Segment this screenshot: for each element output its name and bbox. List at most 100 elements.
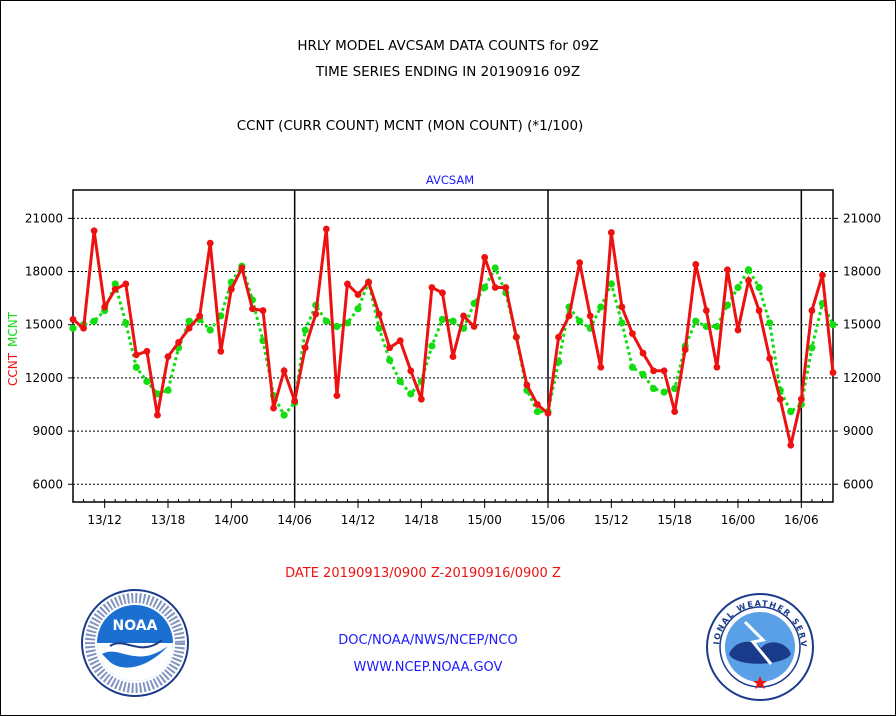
point-mcnt	[280, 411, 288, 419]
y-tick-label-right: 21000	[843, 211, 881, 225]
series-mcnt	[69, 262, 837, 419]
point-ccnt	[502, 284, 510, 291]
point-mcnt	[111, 280, 119, 288]
chart-title: AVCSAM	[426, 173, 474, 187]
x-tick-label: 16/06	[784, 513, 819, 527]
point-ccnt	[692, 261, 700, 268]
point-ccnt	[80, 324, 87, 332]
point-ccnt	[470, 323, 478, 330]
header-title-line2: TIME SERIES ENDING IN 20190916 09Z	[315, 64, 581, 80]
point-mcnt	[206, 326, 214, 334]
point-ccnt	[491, 284, 499, 291]
point-ccnt	[428, 284, 436, 291]
point-mcnt	[428, 342, 436, 350]
x-tick-label: 15/06	[531, 513, 566, 527]
point-ccnt	[354, 291, 362, 298]
point-mcnt	[618, 319, 626, 327]
point-mcnt	[69, 324, 77, 332]
point-mcnt	[375, 324, 383, 332]
point-ccnt	[766, 355, 774, 362]
point-ccnt	[512, 333, 520, 341]
point-ccnt	[797, 395, 805, 403]
y-tick-label-left: 12000	[25, 371, 63, 385]
point-ccnt	[724, 266, 731, 274]
ylabel-mcnt: MCNT	[6, 311, 20, 347]
point-ccnt	[333, 392, 341, 400]
point-mcnt	[438, 315, 447, 324]
header-legend-line: CCNT (CURR COUNT) MCNT (MON COUNT) (*1/1…	[236, 118, 584, 134]
point-ccnt	[702, 307, 710, 314]
y-tick-label-left: 18000	[25, 265, 63, 279]
point-mcnt	[649, 384, 658, 393]
point-ccnt	[650, 367, 657, 375]
point-mcnt	[333, 322, 341, 331]
point-ccnt	[344, 280, 351, 288]
point-ccnt	[417, 395, 425, 403]
point-ccnt	[164, 353, 172, 361]
point-ccnt	[787, 441, 795, 449]
point-ccnt	[301, 344, 309, 352]
axis-layer: 6000 6000 9000 9000 12000 12000 15000 15000 1800…	[25, 189, 881, 527]
point-ccnt	[565, 312, 573, 320]
point-ccnt	[270, 404, 277, 412]
point-ccnt	[396, 337, 404, 345]
point-ccnt	[439, 289, 446, 297]
y-tick-label-right: 12000	[843, 371, 881, 385]
org-label: DOC/NOAA/NWS/NCEP/NCO	[338, 633, 518, 648]
point-ccnt	[291, 397, 299, 405]
point-mcnt	[164, 386, 172, 394]
point-ccnt	[555, 333, 562, 341]
y-tick-label-right: 18000	[843, 265, 881, 279]
point-mcnt	[449, 317, 457, 325]
point-ccnt	[776, 395, 784, 403]
point-mcnt	[639, 370, 647, 378]
point-ccnt	[217, 347, 225, 355]
point-ccnt	[544, 409, 552, 417]
point-mcnt	[787, 407, 795, 416]
point-ccnt	[196, 312, 204, 320]
ylabel-ccnt: CCNT	[6, 352, 20, 386]
point-mcnt	[829, 321, 837, 329]
point-ccnt	[69, 316, 77, 323]
noaa-logo-text: NOAA	[113, 618, 158, 634]
point-ccnt	[175, 339, 182, 346]
y-tick-label-right: 6000	[843, 477, 874, 491]
point-ccnt	[259, 307, 267, 314]
y-tick-label-right: 15000	[843, 318, 881, 332]
noaa-logo-icon: NOAA	[81, 589, 189, 697]
x-tick-label: 16/00	[721, 513, 756, 527]
x-tick-label: 15/00	[467, 513, 502, 527]
point-mcnt	[143, 377, 151, 386]
url-link[interactable]: WWW.NCEP.NOAA.GOV	[353, 660, 503, 675]
series-ccnt	[69, 225, 837, 449]
point-mcnt	[713, 322, 721, 331]
point-mcnt	[90, 317, 98, 325]
point-mcnt	[607, 280, 615, 288]
date-range-label: DATE 20190913/0900 Z-20190916/0900 Z	[285, 566, 561, 581]
point-mcnt	[322, 317, 330, 325]
point-mcnt	[671, 384, 679, 393]
point-mcnt	[354, 305, 362, 313]
point-ccnt	[586, 312, 594, 320]
y-tick-label-left: 9000	[32, 424, 63, 438]
point-ccnt	[132, 351, 140, 359]
point-mcnt	[628, 363, 637, 371]
point-mcnt	[734, 283, 742, 292]
point-mcnt	[491, 264, 499, 272]
point-mcnt	[301, 326, 309, 334]
point-ccnt	[185, 324, 193, 332]
x-tick-label: 15/18	[657, 513, 692, 527]
point-mcnt	[407, 390, 415, 398]
point-ccnt	[449, 353, 457, 361]
point-mcnt	[122, 319, 130, 327]
point-ccnt	[249, 305, 256, 313]
point-ccnt	[618, 303, 626, 311]
point-mcnt	[744, 266, 753, 274]
x-tick-label: 13/12	[87, 513, 122, 527]
point-mcnt	[660, 388, 668, 396]
point-mcnt	[386, 356, 394, 364]
series-layer	[69, 225, 837, 449]
point-ccnt	[745, 277, 752, 284]
point-mcnt	[723, 301, 732, 309]
